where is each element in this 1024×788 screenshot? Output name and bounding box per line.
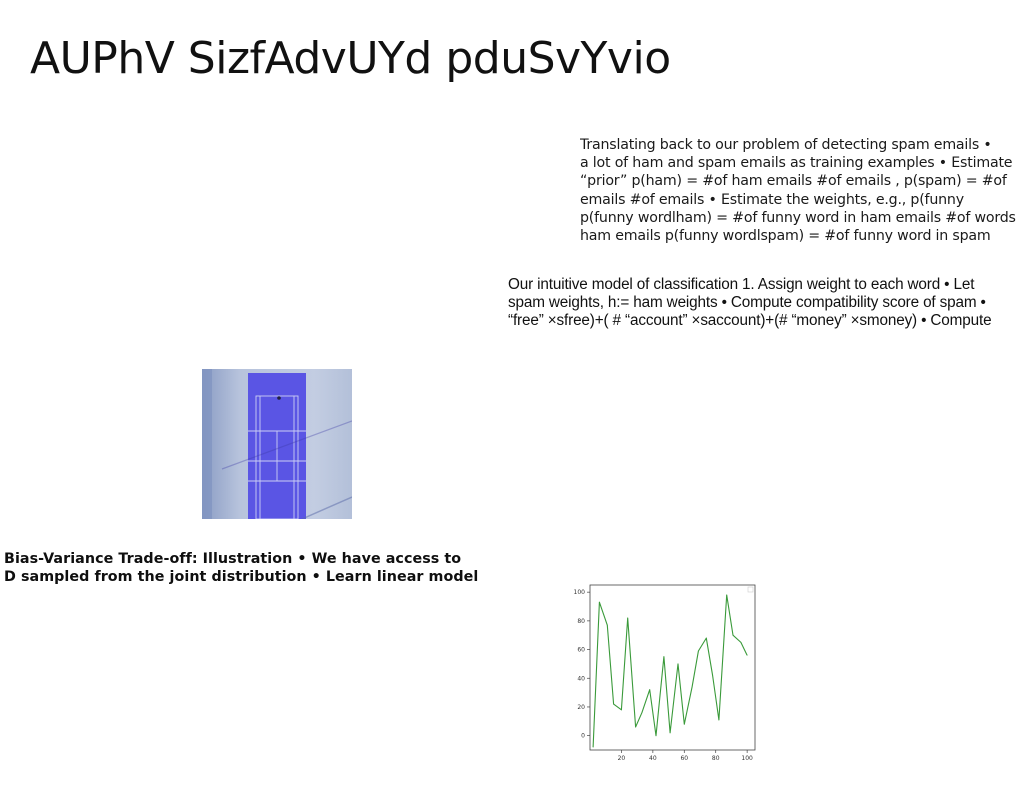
y-tick-label: 80 — [577, 618, 585, 625]
data-point — [698, 650, 699, 652]
data-point — [740, 641, 742, 643]
text-line: ham emails p(funny wordlspam) = #of funn… — [580, 228, 991, 245]
text-line: spam weights, h:= ham weights • Compute … — [508, 294, 986, 312]
text-line: Translating back to our problem of detec… — [580, 137, 992, 153]
line-chart: 0 20 40 60 80 100 20 40 60 80 100 — [563, 577, 763, 767]
data-point — [655, 735, 657, 737]
net-shadow — [221, 420, 352, 470]
spam-estimation-text: Translating back to our problem of detec… — [580, 136, 1024, 248]
data-point — [649, 689, 651, 691]
data-point — [627, 617, 629, 619]
bias-variance-text: Bias-Variance Trade-off: Illustration • … — [4, 550, 484, 590]
slide-title: AUPhV SizfAdvUYd pduSvYvio — [30, 33, 671, 84]
court-lines — [248, 395, 306, 519]
y-tick-label: 20 — [577, 704, 585, 711]
y-tick-label: 100 — [574, 589, 586, 596]
data-point — [726, 594, 728, 596]
data-point — [621, 709, 622, 711]
data-point — [732, 634, 734, 636]
data-point — [599, 601, 600, 603]
text-line: Our intuitive model of classification 1.… — [508, 276, 975, 293]
text-line: D sampled from the joint distribution • … — [4, 569, 479, 586]
data-point — [746, 654, 748, 656]
text-line: a lot of ham and spam emails as training… — [580, 155, 1013, 172]
y-tick-label: 40 — [577, 675, 585, 682]
x-tick-label: 100 — [741, 755, 753, 762]
data-point — [712, 674, 713, 676]
line-chart-svg: 0 20 40 60 80 100 20 40 60 80 100 — [574, 584, 756, 762]
data-point — [718, 719, 720, 721]
shadow-streak — [301, 496, 352, 519]
tennis-court-icon — [202, 369, 352, 519]
data-point — [705, 637, 707, 639]
plot-frame — [589, 584, 756, 751]
classification-model-text: Our intuitive model of classification 1.… — [508, 276, 1024, 334]
data-point — [613, 703, 614, 705]
data-point — [663, 656, 665, 658]
data-point — [606, 624, 608, 626]
data-point — [677, 663, 679, 665]
legend-box-icon — [747, 586, 754, 593]
data-point — [641, 712, 643, 714]
data-point — [691, 686, 693, 688]
text-line: emails #of emails • Estimate the weights… — [580, 191, 964, 208]
data-point — [683, 723, 685, 725]
data-point — [592, 746, 594, 748]
text-line: p(funny wordlham) = #of funny word in ha… — [580, 209, 1016, 226]
x-tick-label: 20 — [618, 755, 626, 762]
data-point — [635, 726, 636, 728]
text-line: Bias-Variance Trade-off: Illustration • … — [4, 551, 462, 567]
player — [277, 396, 281, 400]
text-line: “prior” p(ham) = #of ham emails #of emai… — [580, 173, 1007, 190]
y-tick-label: 0 — [581, 733, 585, 740]
text-line: “free” ×sfree)+( # “account” ×saccount)+… — [508, 312, 992, 330]
x-tick-label: 60 — [680, 755, 688, 762]
photo-left-edge — [202, 369, 212, 519]
x-tick-label: 40 — [649, 755, 657, 762]
x-tick-label: 80 — [712, 755, 720, 762]
data-point — [669, 732, 671, 734]
tennis-court-photo — [202, 369, 352, 519]
y-tick-label: 60 — [577, 647, 585, 654]
